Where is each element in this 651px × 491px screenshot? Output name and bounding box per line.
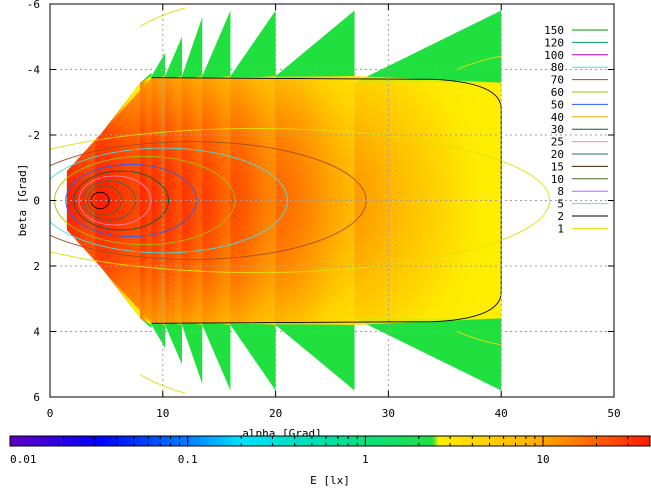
legend-label: 15 xyxy=(551,160,564,173)
colorbar-tick-label: 1 xyxy=(362,453,369,466)
x-tick-label: 50 xyxy=(607,407,620,420)
y-tick-label: -2 xyxy=(27,129,40,142)
legend-label: 70 xyxy=(551,74,564,87)
legend-label: 2 xyxy=(557,210,564,223)
legend-label: 25 xyxy=(551,136,564,149)
legend-label: 100 xyxy=(544,49,564,62)
heatmap-layer xyxy=(66,10,502,391)
x-tick-label: 20 xyxy=(269,407,282,420)
x-tick-label: 30 xyxy=(382,407,395,420)
contour-line xyxy=(50,128,551,273)
colorbar-tick-label: 0.1 xyxy=(178,453,198,466)
grid xyxy=(50,4,614,397)
legend-label: 50 xyxy=(551,98,564,111)
heat-core-overlay xyxy=(66,76,502,325)
legend-label: 80 xyxy=(551,61,564,74)
y-tick-label: -6 xyxy=(27,0,40,11)
contour-line xyxy=(455,55,502,71)
colorbar-tick-label: 10 xyxy=(536,453,549,466)
y-tick-label: 2 xyxy=(33,260,40,273)
legend-label: 1 xyxy=(557,222,564,235)
contour-line xyxy=(455,330,502,346)
contour-lines xyxy=(50,7,551,394)
x-tick-label: 10 xyxy=(156,407,169,420)
legend-label: 150 xyxy=(544,24,564,37)
legend-label: 40 xyxy=(551,111,564,124)
y-axis-label: beta [Grad] xyxy=(16,164,29,237)
contour-line xyxy=(73,170,170,231)
colorbar-tick-label: 0.01 xyxy=(10,453,37,466)
legend-label: 8 xyxy=(557,185,564,198)
legend-label: 120 xyxy=(544,36,564,49)
colorbar xyxy=(9,435,651,447)
y-tick-label: -4 xyxy=(27,64,41,77)
legend-label: 10 xyxy=(551,173,564,186)
y-tick-label: 6 xyxy=(33,391,40,404)
legend-label: 5 xyxy=(557,198,564,211)
x-tick-label: 0 xyxy=(47,407,54,420)
legend-label: 60 xyxy=(551,86,564,99)
colorbar-ticks: 0.01 0.1 1 10 xyxy=(9,436,651,466)
legend-label: 20 xyxy=(551,148,564,161)
y-tick-label: 4 xyxy=(33,326,40,339)
y-tick-label: 0 xyxy=(33,195,40,208)
x-tick-label: 40 xyxy=(495,407,508,420)
colorbar-label: E [lx] xyxy=(310,474,350,486)
legend-label: 30 xyxy=(551,123,564,136)
contour-line xyxy=(50,147,288,254)
